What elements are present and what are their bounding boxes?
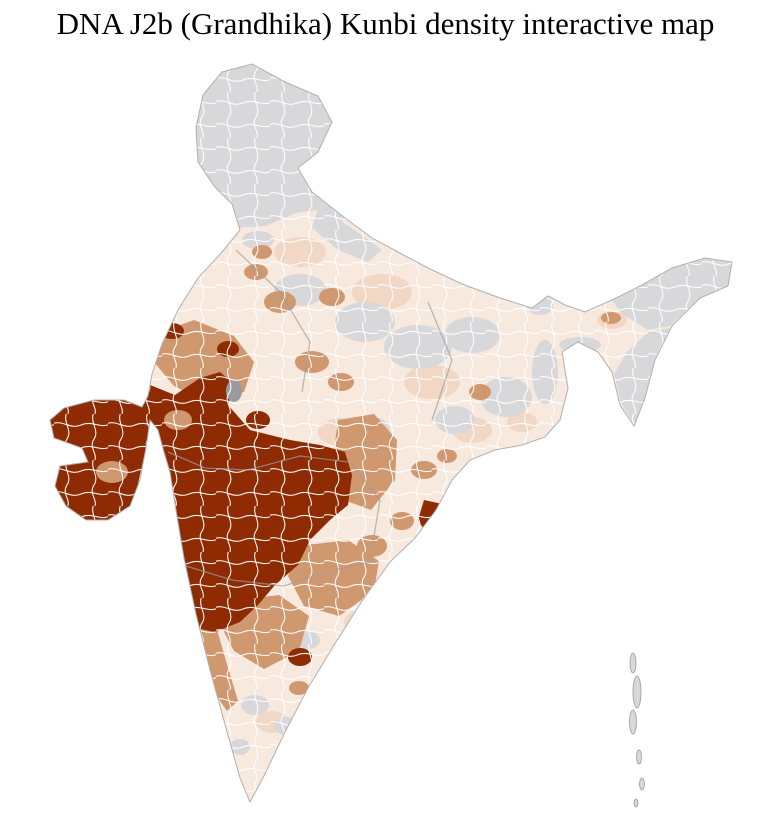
andaman-nicobar-island[interactable] bbox=[629, 709, 637, 735]
state-border-line bbox=[235, 249, 311, 393]
region-high-south-spot[interactable] bbox=[278, 755, 292, 765]
india-coastline bbox=[49, 63, 733, 804]
andaman-nicobar-island[interactable] bbox=[636, 749, 642, 765]
state-border-line bbox=[185, 560, 375, 587]
region-no-data-sundarbans[interactable] bbox=[532, 442, 550, 454]
page-title: DNA J2b (Grandhika) Kunbi density intera… bbox=[56, 6, 715, 41]
andaman-nicobar-island[interactable] bbox=[629, 652, 637, 674]
andaman-nicobar-island[interactable] bbox=[632, 675, 642, 709]
state-border-line bbox=[349, 461, 381, 549]
andaman-nicobar-island[interactable] bbox=[639, 777, 645, 791]
andaman-nicobar-islands bbox=[629, 652, 645, 808]
state-borders bbox=[167, 249, 453, 587]
andaman-nicobar-island[interactable] bbox=[633, 798, 639, 808]
state-border-line bbox=[167, 451, 349, 471]
state-border-line bbox=[427, 301, 453, 421]
